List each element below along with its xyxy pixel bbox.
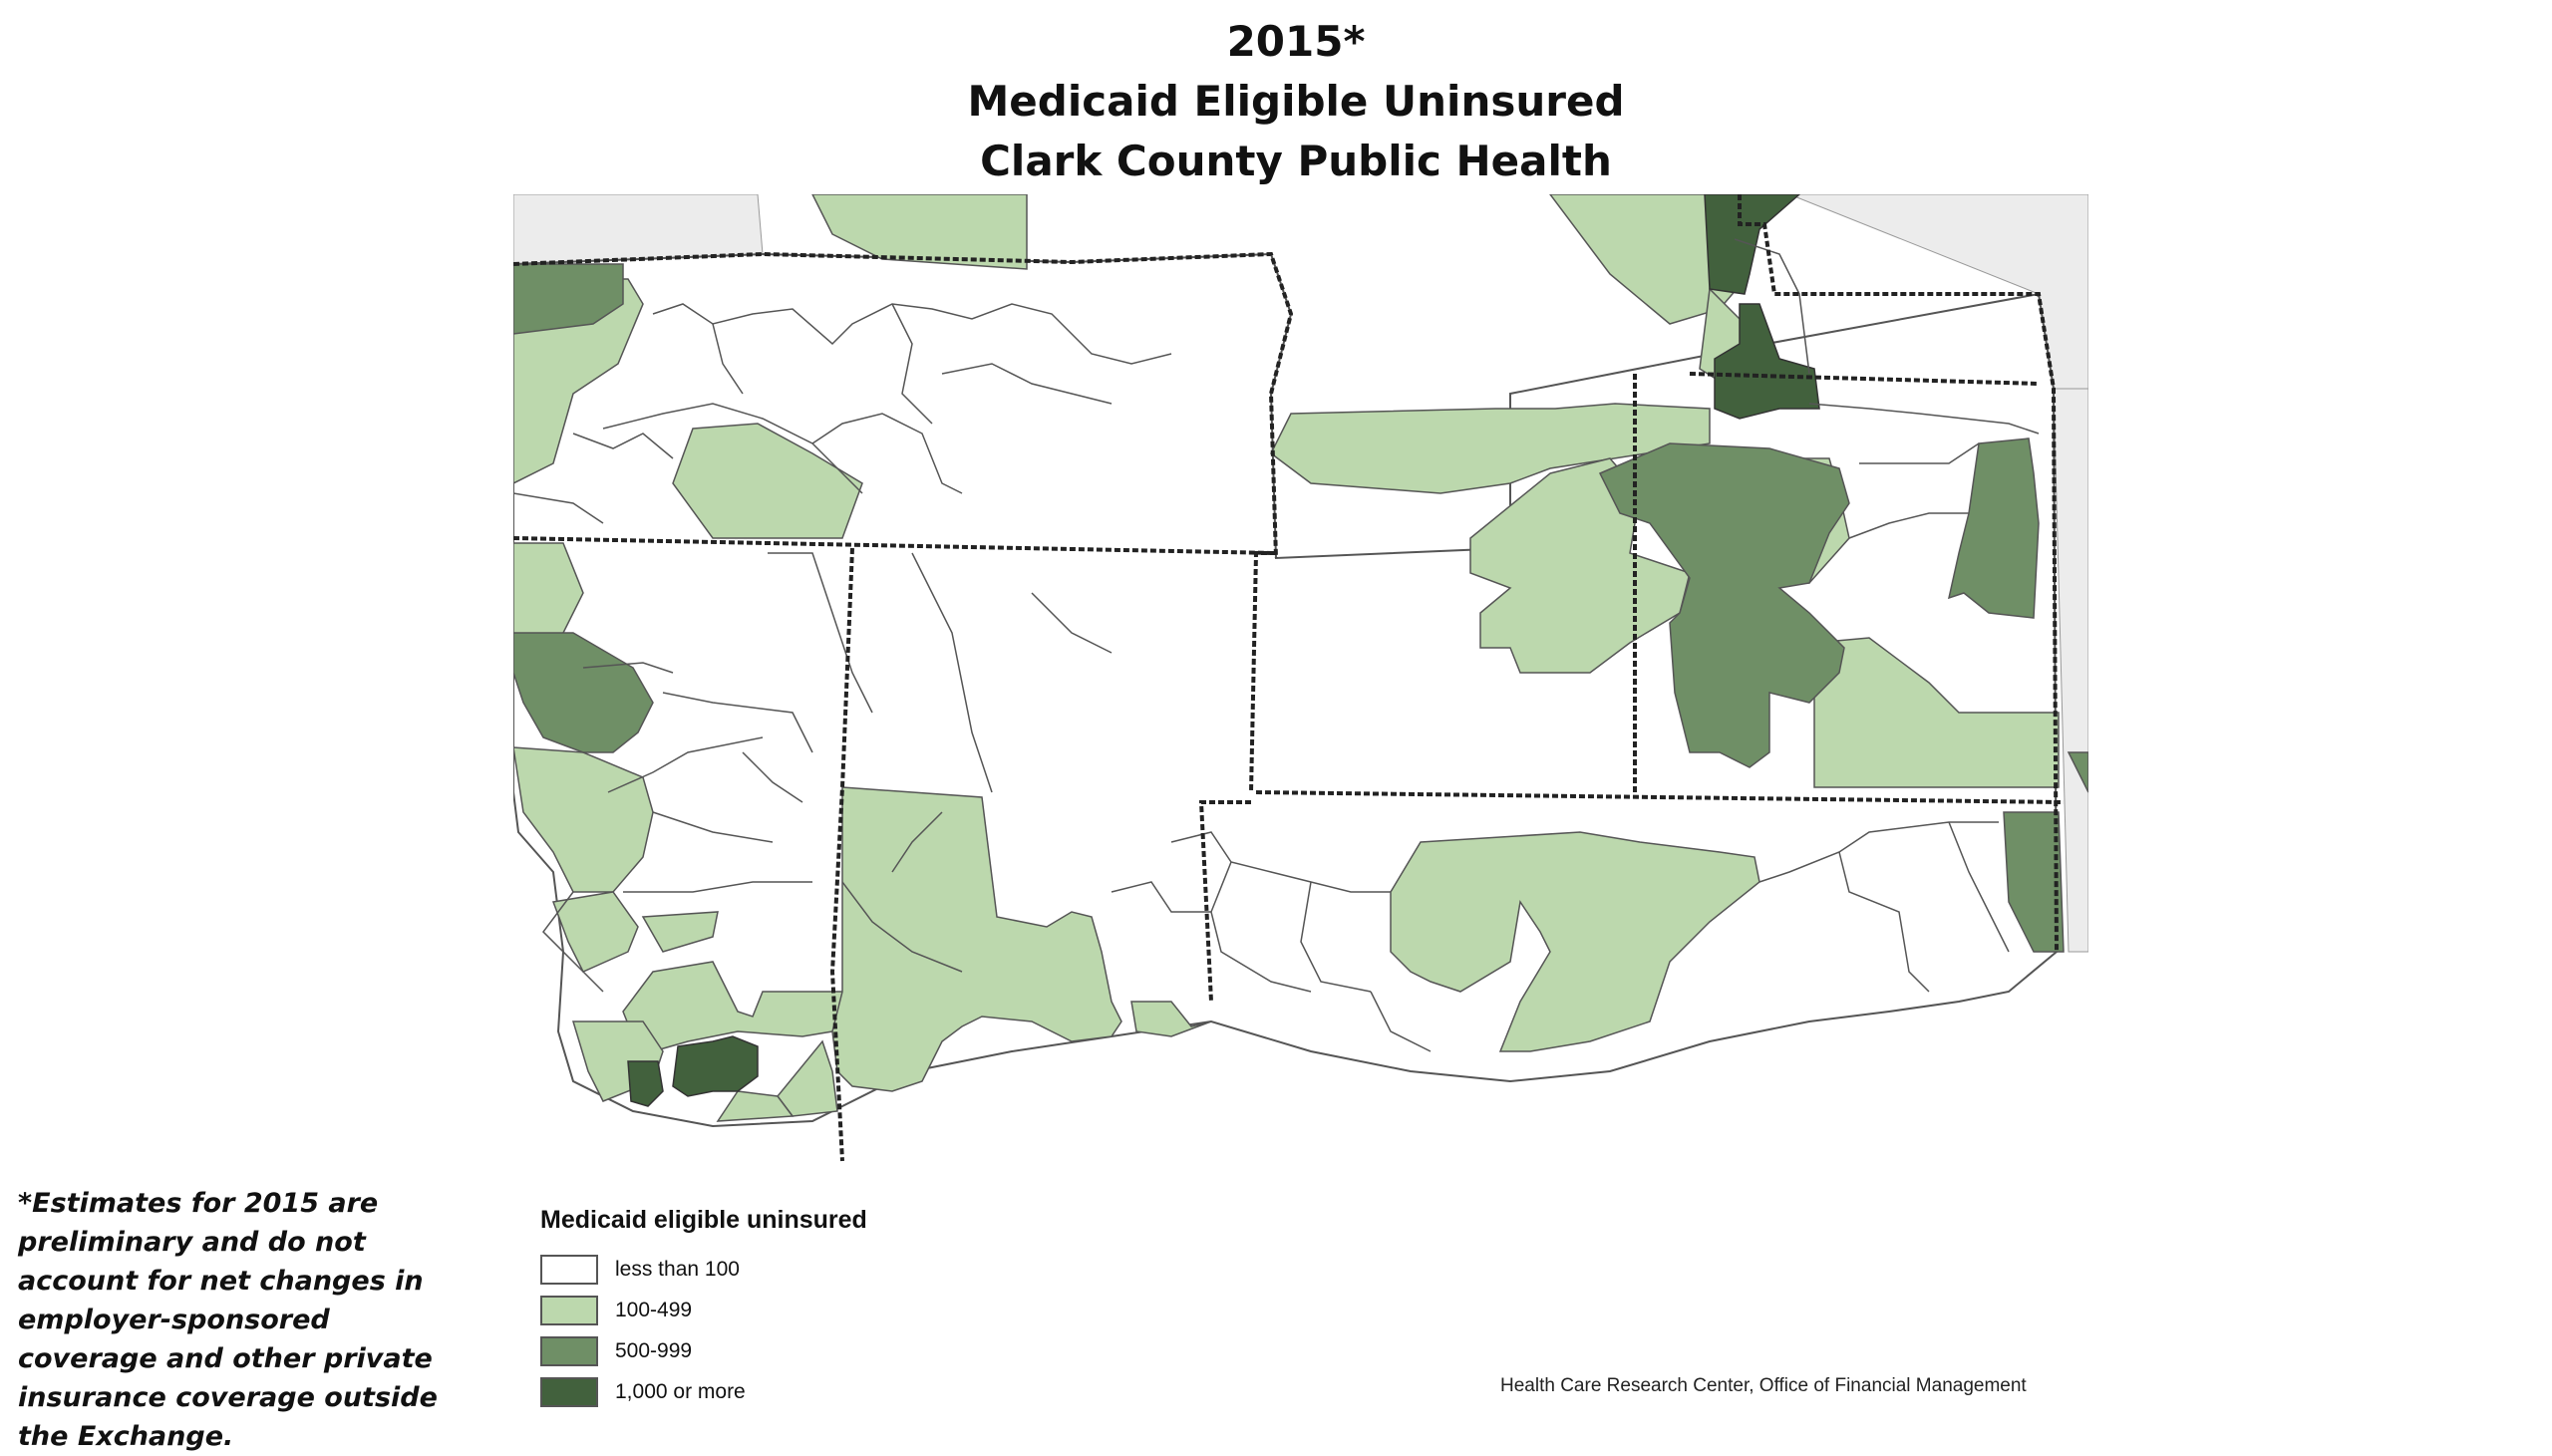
- legend-swatch: [540, 1376, 598, 1407]
- legend-item-less-than-100: less than 100: [540, 1249, 867, 1290]
- legend-title: Medicaid eligible uninsured: [540, 1206, 867, 1234]
- choropleth-map: [513, 194, 2088, 1162]
- zone-500-999: [513, 263, 2088, 953]
- legend-label: less than 100: [615, 1257, 740, 1281]
- preliminary-note: *Estimates for 2015 are preliminary and …: [18, 1188, 438, 1452]
- legend-label: 1,000 or more: [615, 1379, 746, 1403]
- legend-item-1000-plus: 1,000 or more: [540, 1371, 867, 1412]
- outside-area-e: [2053, 388, 2088, 953]
- legend-item-500-999: 500-999: [540, 1330, 867, 1371]
- legend-label: 500-999: [615, 1338, 693, 1362]
- title-subject: Medicaid Eligible Uninsured: [967, 77, 1625, 126]
- zone-1000-plus: [627, 194, 1820, 1107]
- title-year: 2015*: [1226, 17, 1366, 66]
- title-agency: Clark County Public Health: [980, 137, 1612, 185]
- map-title: 2015* Medicaid Eligible Uninsured Clark …: [0, 12, 2552, 191]
- legend-item-100-499: 100-499: [540, 1290, 867, 1330]
- tract-boundaries: [513, 238, 2040, 1052]
- legend-label: 100-499: [615, 1298, 693, 1321]
- map-legend: Medicaid eligible uninsured less than 10…: [540, 1206, 867, 1412]
- source-credit: Health Care Research Center, Office of F…: [1500, 1375, 2027, 1396]
- legend-swatch: [540, 1335, 598, 1366]
- district-boundaries: [513, 194, 2065, 1162]
- legend-swatch: [540, 1254, 598, 1285]
- legend-swatch: [540, 1295, 598, 1325]
